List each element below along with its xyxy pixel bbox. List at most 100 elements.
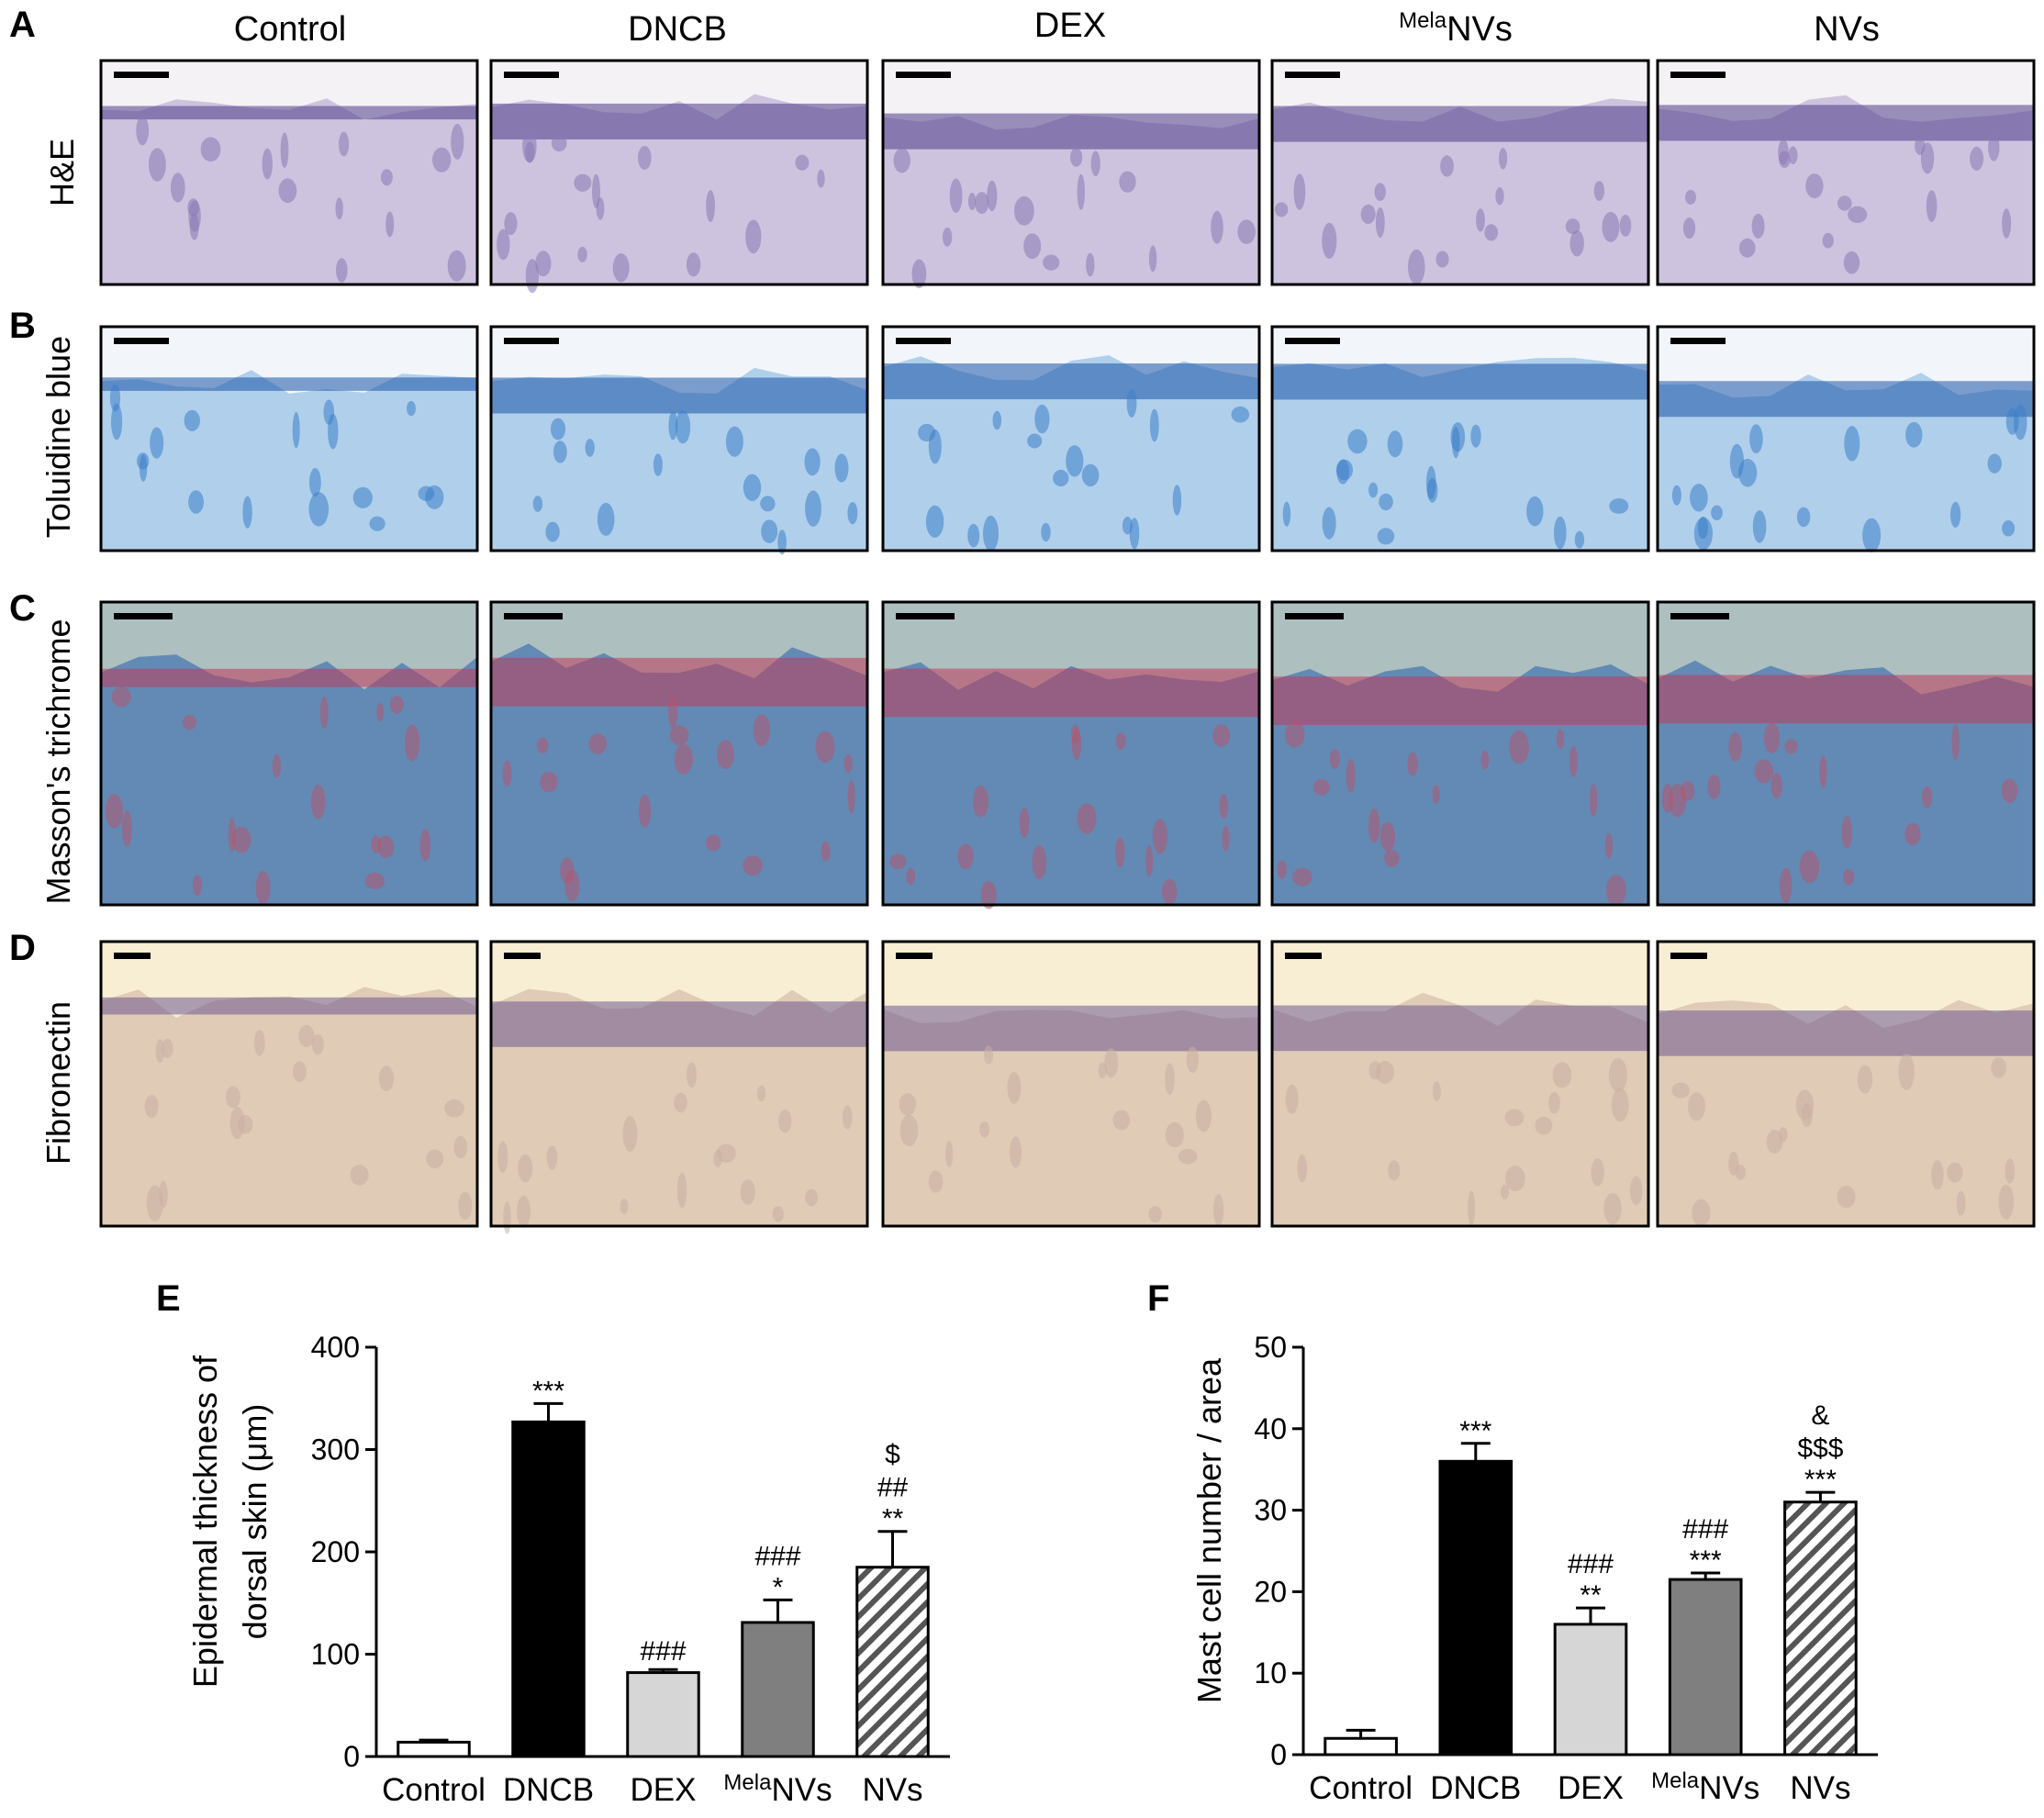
tissue-follicle xyxy=(1195,1099,1212,1132)
tissue-follicle xyxy=(1330,748,1340,770)
tissue-epidermis xyxy=(1658,381,2034,418)
y-tick-label: 0 xyxy=(343,1740,360,1773)
tissue-follicle xyxy=(550,418,566,441)
tissue-follicle xyxy=(200,137,221,162)
micrograph-frame xyxy=(1270,325,1650,552)
tissue-follicle xyxy=(928,1170,944,1193)
tissue-follicle xyxy=(1795,1089,1815,1121)
tissue-follicle xyxy=(380,169,393,186)
micrograph-frame xyxy=(881,59,1261,286)
column-label-dncb: DNCB xyxy=(628,10,727,49)
tissue-follicle xyxy=(1440,155,1454,177)
tissue-epidermis xyxy=(1658,675,2034,724)
bar xyxy=(1324,1736,1398,1757)
column-label-text: DEX xyxy=(1034,6,1106,45)
tissue-follicle xyxy=(1145,844,1154,877)
tissue-follicle xyxy=(1282,501,1291,527)
tissue-follicle xyxy=(1931,1160,1944,1190)
tissue-follicle xyxy=(992,410,1002,430)
tissue-follicle xyxy=(1763,722,1781,753)
tissue-follicle xyxy=(453,1135,468,1159)
micrograph-frame xyxy=(489,600,869,907)
tissue-follicle xyxy=(687,1062,697,1088)
tissue-follicle xyxy=(1322,507,1336,540)
significance-label: ### xyxy=(1568,1549,1614,1579)
tissue-dermis xyxy=(1658,373,2034,551)
tissue-follicle xyxy=(502,760,512,787)
tissue-follicle xyxy=(553,441,567,463)
tissue-follicle xyxy=(336,258,348,283)
tissue-follicle xyxy=(1619,214,1632,237)
tissue-follicle xyxy=(1368,482,1379,498)
tissue-follicle xyxy=(1837,195,1852,211)
y-tick-label: 400 xyxy=(311,1331,360,1364)
tissue-follicle xyxy=(1682,217,1696,240)
tissue-follicle xyxy=(1629,1176,1643,1206)
x-tick-label: NVs xyxy=(862,1772,922,1808)
tissue-follicle xyxy=(1898,1054,1915,1090)
tissue-follicle xyxy=(577,246,587,262)
tissue-follicle xyxy=(1077,173,1086,210)
tissue-follicle xyxy=(1237,219,1256,244)
column-label-control: Control xyxy=(234,10,347,49)
tissue-follicle xyxy=(842,1105,853,1130)
tissue-follicle xyxy=(146,1185,163,1221)
tissue-epidermis xyxy=(883,1005,1259,1052)
tissue-follicle xyxy=(1735,1165,1746,1180)
significance-label: ### xyxy=(1682,1514,1728,1545)
tissue-follicle xyxy=(308,492,329,527)
scale-bar xyxy=(1670,953,1707,959)
tissue-follicle xyxy=(1284,721,1305,748)
tissue-follicle xyxy=(686,252,701,277)
tissue-follicle xyxy=(1842,869,1855,886)
tissue-follicle xyxy=(942,227,953,247)
y-axis-label-f: Mast cell number / area xyxy=(1190,1357,1228,1703)
tissue-follicle xyxy=(1766,1130,1783,1154)
tissue-follicle xyxy=(1681,780,1695,801)
micrograph-frame xyxy=(99,940,479,1228)
tissue-follicle xyxy=(1611,1087,1629,1122)
tissue-follicle xyxy=(1922,786,1933,809)
tissue-follicle xyxy=(105,794,124,829)
tissue-follicle xyxy=(1019,808,1030,838)
tissue-follicle xyxy=(1293,173,1306,210)
tissue-follicle xyxy=(1779,151,1791,168)
tissue-follicle xyxy=(1090,151,1100,176)
tissue-follicle xyxy=(1066,445,1084,477)
tissue-follicle xyxy=(1926,190,1938,223)
micrograph-frame xyxy=(99,600,479,907)
bar xyxy=(1553,1623,1628,1757)
tissue-follicle xyxy=(1126,389,1137,418)
tissue-follicle xyxy=(1292,867,1312,887)
tissue-follicle xyxy=(1569,745,1578,777)
tissue-follicle xyxy=(1186,1046,1199,1073)
tissue-follicle xyxy=(967,523,980,548)
tissue-follicle xyxy=(390,696,404,714)
tissue-follicle xyxy=(1149,408,1159,442)
bar xyxy=(1783,1500,1858,1757)
tissue-follicle xyxy=(753,714,771,747)
tissue-follicle xyxy=(188,490,205,514)
column-label-text: NVs xyxy=(1814,10,1880,49)
tissue-follicle xyxy=(743,474,762,501)
tissue-follicle xyxy=(1841,816,1852,849)
tissue-follicle xyxy=(188,200,201,232)
tissue-follicle xyxy=(238,1115,253,1134)
tissue-follicle xyxy=(1796,507,1811,528)
tissue-follicle xyxy=(980,880,997,909)
x-tick-label: DEX xyxy=(1558,1770,1624,1806)
tissue-follicle xyxy=(1905,421,1923,448)
y-tick-label: 10 xyxy=(1254,1656,1287,1690)
tissue-follicle xyxy=(404,724,420,762)
tissue-follicle xyxy=(377,835,395,858)
micrograph-panel xyxy=(1656,940,2036,1228)
tissue-epidermis xyxy=(491,377,867,414)
micrograph-frame xyxy=(881,600,1261,907)
tissue-follicle xyxy=(517,1195,531,1228)
tissue-follicle xyxy=(597,502,615,536)
tissue-epidermis xyxy=(883,668,1259,718)
tissue-follicle xyxy=(713,1149,722,1167)
x-tick-label-prefix: Mela xyxy=(1651,1768,1700,1793)
tissue-follicle xyxy=(1484,224,1499,241)
scale-bar xyxy=(1285,613,1344,619)
